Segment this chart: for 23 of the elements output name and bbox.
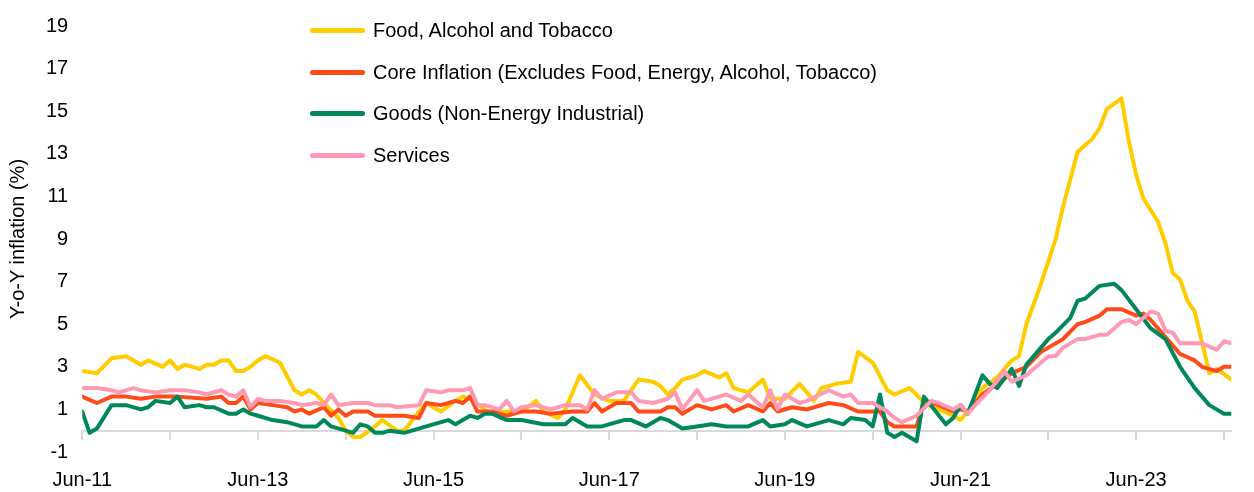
- x-tick-label: Jun-17: [578, 468, 640, 491]
- x-tick-label: Jun-11: [52, 468, 113, 491]
- y-axis-title: Y-o-Y inflation (%): [5, 158, 28, 320]
- x-tick-label: Jun-23: [1105, 468, 1167, 491]
- y-tick-label: -1: [50, 439, 69, 462]
- y-tick-label: 7: [57, 269, 69, 292]
- y-tick-label: 3: [57, 354, 69, 377]
- legend-label: Services: [373, 142, 450, 168]
- x-tick-label: Jun-19: [754, 468, 816, 491]
- legend-label: Food, Alcohol and Tobacco: [373, 18, 613, 43]
- y-tick-label: 15: [46, 98, 69, 121]
- y-tick-label: 19: [46, 13, 69, 36]
- legend-label: Core Inflation (Excludes Food, Energy, Alcohol, Tobacco): [373, 59, 877, 85]
- x-tick-label: Jun-15: [402, 468, 465, 491]
- legend-label: Goods (Non-Energy Industrial): [373, 101, 645, 126]
- y-tick-label: 11: [47, 183, 69, 206]
- y-tick-label: 13: [46, 141, 69, 164]
- x-tick-label: Jun-21: [929, 468, 992, 491]
- y-tick-label: 9: [57, 226, 69, 249]
- y-tick-label: 5: [57, 311, 69, 334]
- x-tick-label: Jun-13: [227, 468, 289, 491]
- y-tick-label: 17: [46, 56, 69, 79]
- y-tick-label: 1: [57, 396, 69, 419]
